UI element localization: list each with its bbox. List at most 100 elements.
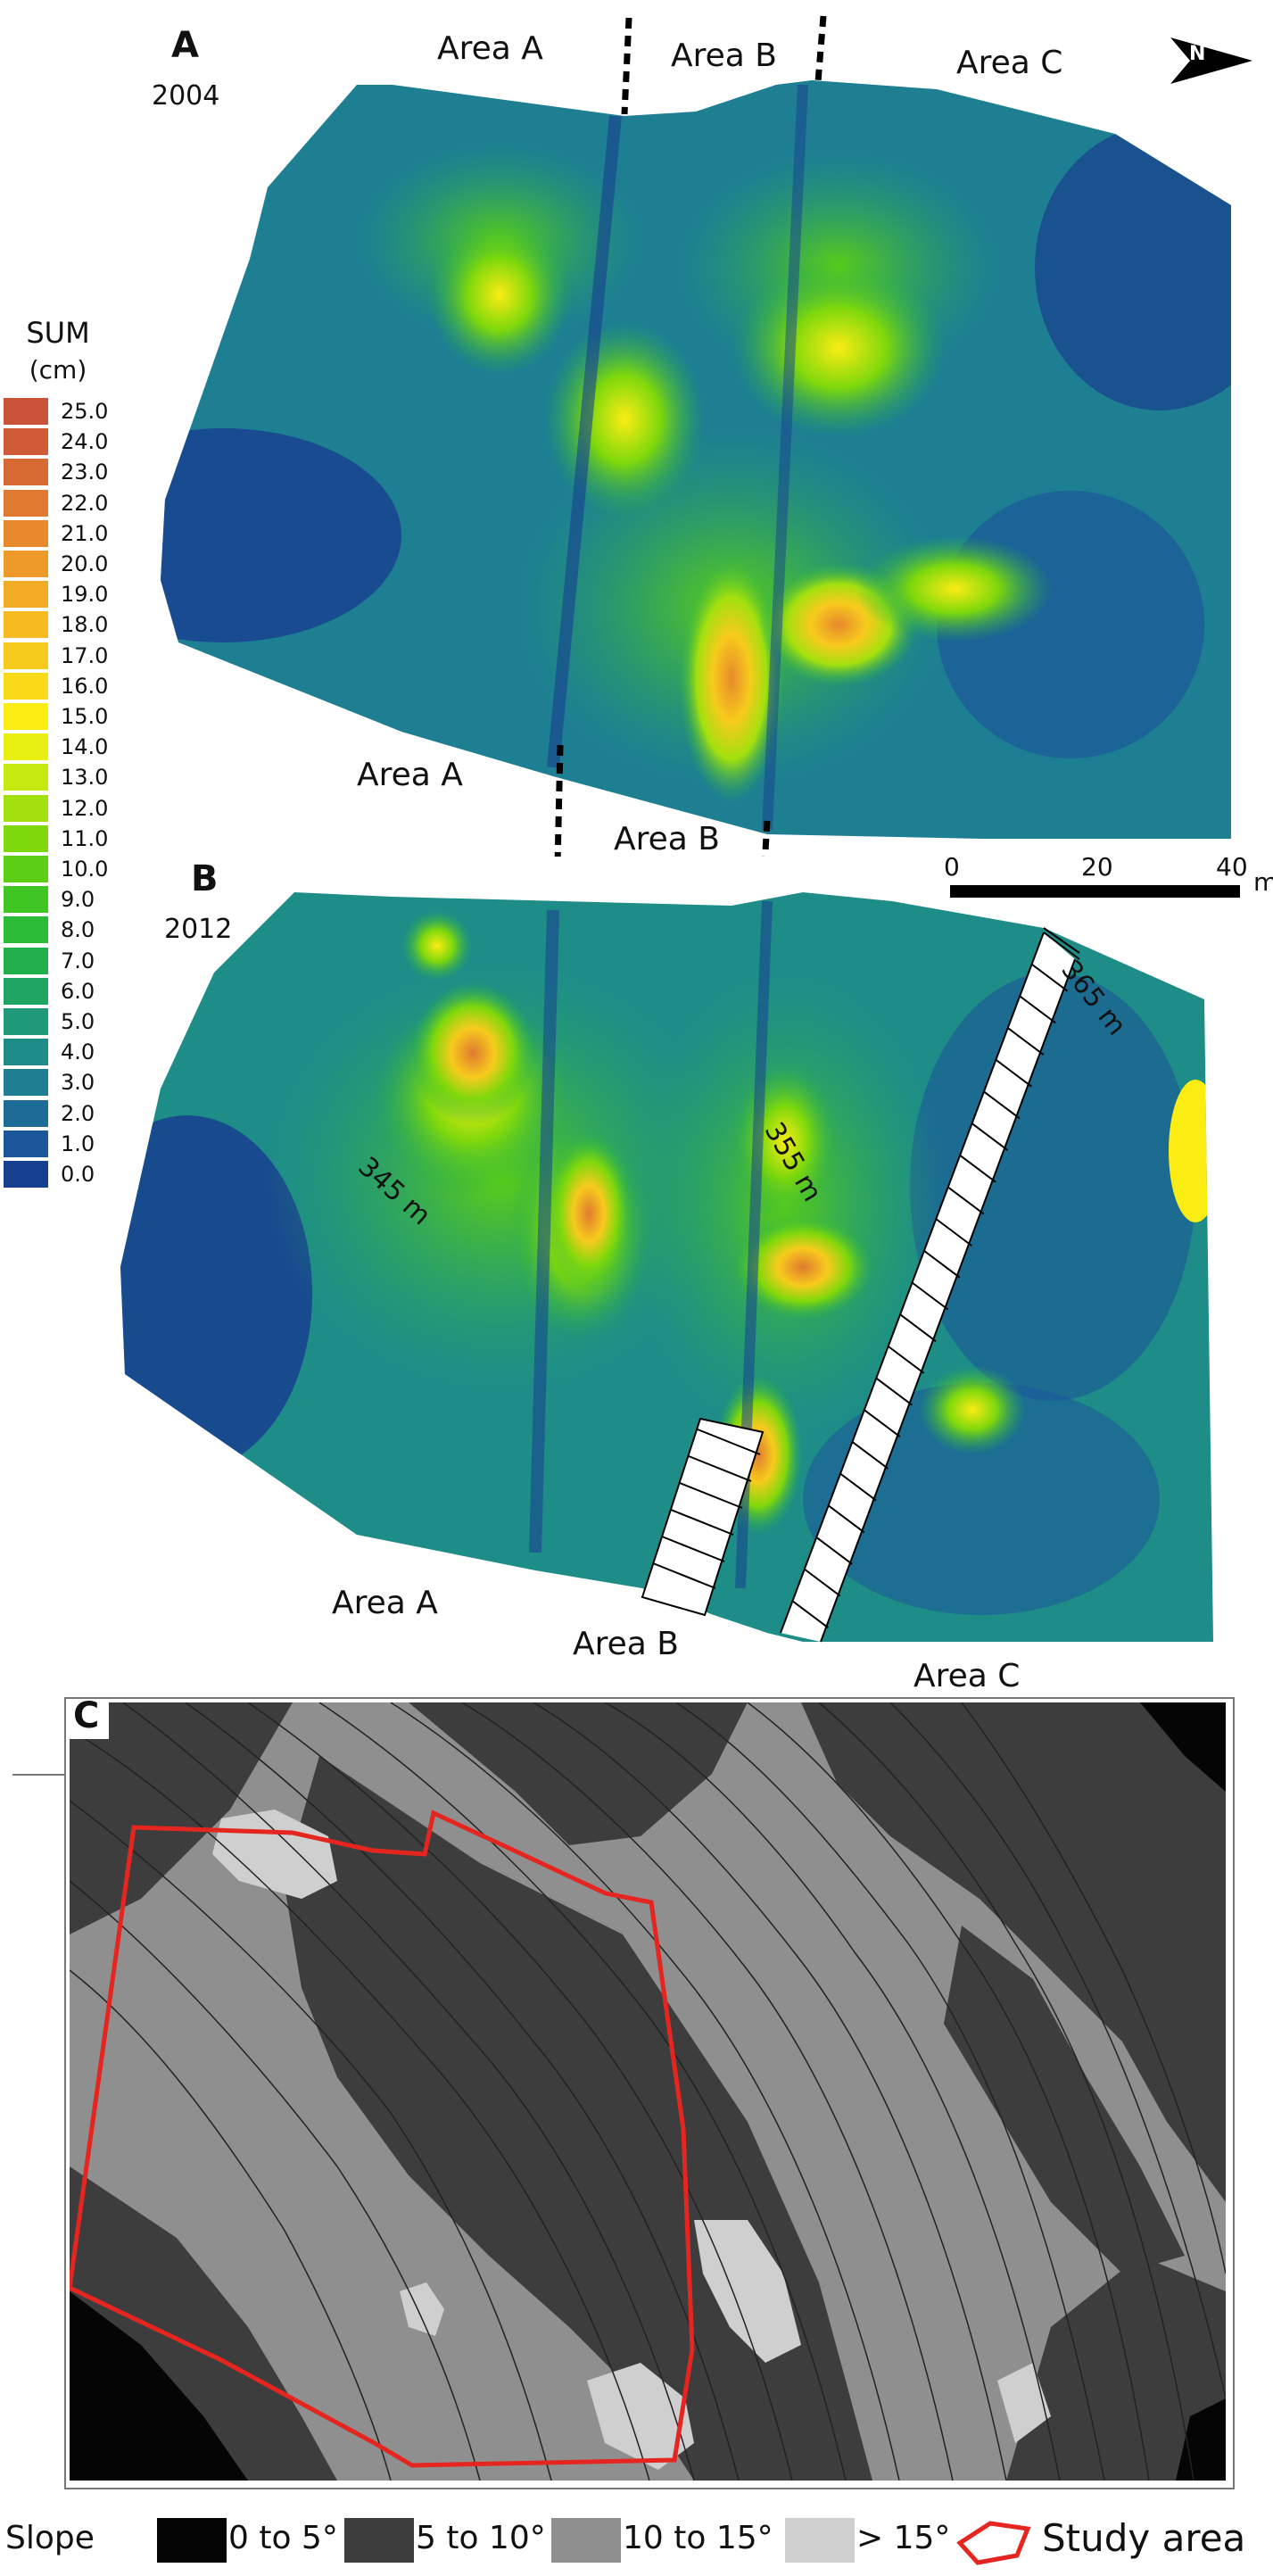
sum-legend-entry: 15.0 — [4, 703, 108, 730]
north-arrow-label: N — [1189, 43, 1206, 65]
sum-legend-entry: 4.0 — [4, 1039, 95, 1066]
sum-legend-label: 12.0 — [61, 795, 109, 821]
scale-tick-20: 20 — [1081, 852, 1113, 882]
north-arrow-icon — [1170, 37, 1252, 84]
sum-legend-label: 13.0 — [61, 765, 109, 791]
sum-legend-entry: 17.0 — [4, 642, 108, 669]
sum-legend-entry: 10.0 — [4, 856, 108, 882]
sum-legend-swatch — [4, 733, 48, 761]
sum-legend-title: SUM — [26, 316, 90, 350]
sum-legend-swatch — [4, 581, 48, 609]
sum-legend-label: 1.0 — [61, 1131, 95, 1156]
panel-b-year: 2012 — [164, 914, 233, 945]
study-area-label: Study area — [1042, 2516, 1246, 2560]
study-area-icon — [956, 2521, 1031, 2565]
sum-legend-entry: 14.0 — [4, 733, 109, 761]
sum-legend-entry: 23.0 — [4, 459, 109, 486]
panel-c-tick — [12, 1774, 66, 1776]
sum-legend-entry: 0.0 — [4, 1161, 95, 1188]
panel-a-map — [161, 15, 1231, 857]
sum-legend-swatch — [4, 1099, 48, 1127]
sum-legend-label: 23.0 — [61, 460, 109, 485]
sum-legend-label: 14.0 — [61, 734, 109, 760]
sum-legend-entry: 18.0 — [4, 611, 109, 639]
slope-label-over-15: > 15° — [856, 2520, 951, 2556]
sum-legend-swatch — [4, 1130, 48, 1157]
sum-legend-label: 25.0 — [61, 399, 109, 424]
sum-legend-swatch — [4, 428, 48, 456]
sum-legend-label: 24.0 — [61, 429, 109, 455]
sum-legend-label: 5.0 — [61, 1009, 95, 1034]
sum-legend-entry: 7.0 — [4, 947, 95, 974]
sum-legend-entry: 11.0 — [4, 824, 108, 852]
panel-b-area-a-label: Area A — [332, 1585, 438, 1621]
sum-legend-label: 0.0 — [61, 1162, 95, 1187]
sum-legend-swatch — [4, 794, 48, 822]
sum-legend-entry: 5.0 — [4, 1008, 95, 1035]
panel-c-letter: C — [73, 1695, 100, 1736]
sum-legend-entry: 2.0 — [4, 1099, 95, 1127]
sum-legend-label: 15.0 — [61, 704, 109, 729]
sum-legend-entry: 13.0 — [4, 764, 108, 791]
scale-tick-40: 40 — [1216, 852, 1248, 882]
scale-bar — [950, 885, 1240, 898]
sum-legend-entry: 20.0 — [4, 551, 108, 577]
panel-a-area-c-label: Area C — [956, 45, 1063, 81]
sum-legend-swatch — [4, 459, 48, 486]
scale-unit: m — [1253, 867, 1273, 897]
sum-legend-swatch — [4, 977, 48, 1005]
sum-legend-label: 22.0 — [61, 490, 109, 516]
sum-legend-label: 19.0 — [61, 582, 109, 608]
sum-legend-entry: 19.0 — [4, 581, 109, 609]
panel-b-area-a-top-label: Area A — [357, 757, 463, 793]
slope-swatch-10-15 — [551, 2518, 621, 2563]
sum-legend-entry: 8.0 — [4, 916, 95, 944]
sum-legend-swatch — [4, 886, 48, 914]
sum-legend-entry: 22.0 — [4, 489, 109, 517]
sum-legend-swatch — [4, 703, 48, 730]
sum-legend-swatch — [4, 519, 48, 547]
sum-legend-label: 16.0 — [61, 673, 109, 699]
sum-legend-label: 10.0 — [61, 857, 109, 882]
slope-label-0-5: 0 to 5° — [228, 2520, 338, 2556]
sum-legend-label: 8.0 — [61, 917, 95, 943]
sum-legend-entry: 21.0 — [4, 519, 109, 547]
sum-legend-entry: 16.0 — [4, 672, 109, 700]
panel-a-letter: A — [171, 25, 199, 66]
sum-legend-unit: (cm) — [29, 355, 87, 385]
slope-swatch-5-10 — [344, 2518, 414, 2563]
sum-legend-entry: 3.0 — [4, 1069, 95, 1097]
panel-c-slope-map — [70, 1702, 1226, 2481]
panel-b-area-b-label: Area B — [573, 1626, 679, 1662]
sum-legend-entry: 24.0 — [4, 428, 109, 456]
slope-swatch-0-5 — [157, 2518, 227, 2563]
slope-label-10-15: 10 to 15° — [623, 2520, 773, 2556]
panel-b-hatch-gap-1 — [641, 1417, 765, 1617]
sum-legend-label: 20.0 — [61, 551, 109, 576]
sum-legend-swatch — [4, 1039, 48, 1066]
panel-b-map — [120, 892, 1213, 1643]
sum-legend-label: 7.0 — [61, 948, 95, 973]
sum-legend-label: 21.0 — [61, 520, 109, 546]
slope-swatch-over-15 — [785, 2518, 855, 2563]
sum-legend-swatch — [4, 947, 48, 974]
sum-legend-entry: 12.0 — [4, 794, 109, 822]
sum-legend-label: 9.0 — [61, 887, 95, 913]
panel-a-area-b-label: Area B — [671, 37, 777, 74]
panel-b-area-b-top-label: Area B — [614, 821, 720, 857]
sum-legend-entry: 25.0 — [4, 398, 108, 425]
sum-legend-swatch — [4, 489, 48, 517]
sum-legend-entry: 6.0 — [4, 977, 95, 1005]
scale-tick-0: 0 — [944, 852, 960, 882]
sum-legend-swatch — [4, 824, 48, 852]
sum-legend-swatch — [4, 916, 48, 944]
sum-legend-swatch — [4, 1069, 48, 1097]
sum-legend-swatch — [4, 1161, 48, 1188]
panel-b-area-c-label: Area C — [913, 1658, 1021, 1694]
sum-legend-label: 18.0 — [61, 612, 109, 638]
panel-a-area-a-label: Area A — [437, 30, 543, 67]
slope-legend-title: Slope — [5, 2520, 95, 2556]
sum-legend-swatch — [4, 398, 48, 425]
slope-legend: Slope 0 to 5° 5 to 10° 10 to 15° > 15° S… — [0, 2514, 1273, 2570]
sum-legend-entry: 9.0 — [4, 886, 95, 914]
